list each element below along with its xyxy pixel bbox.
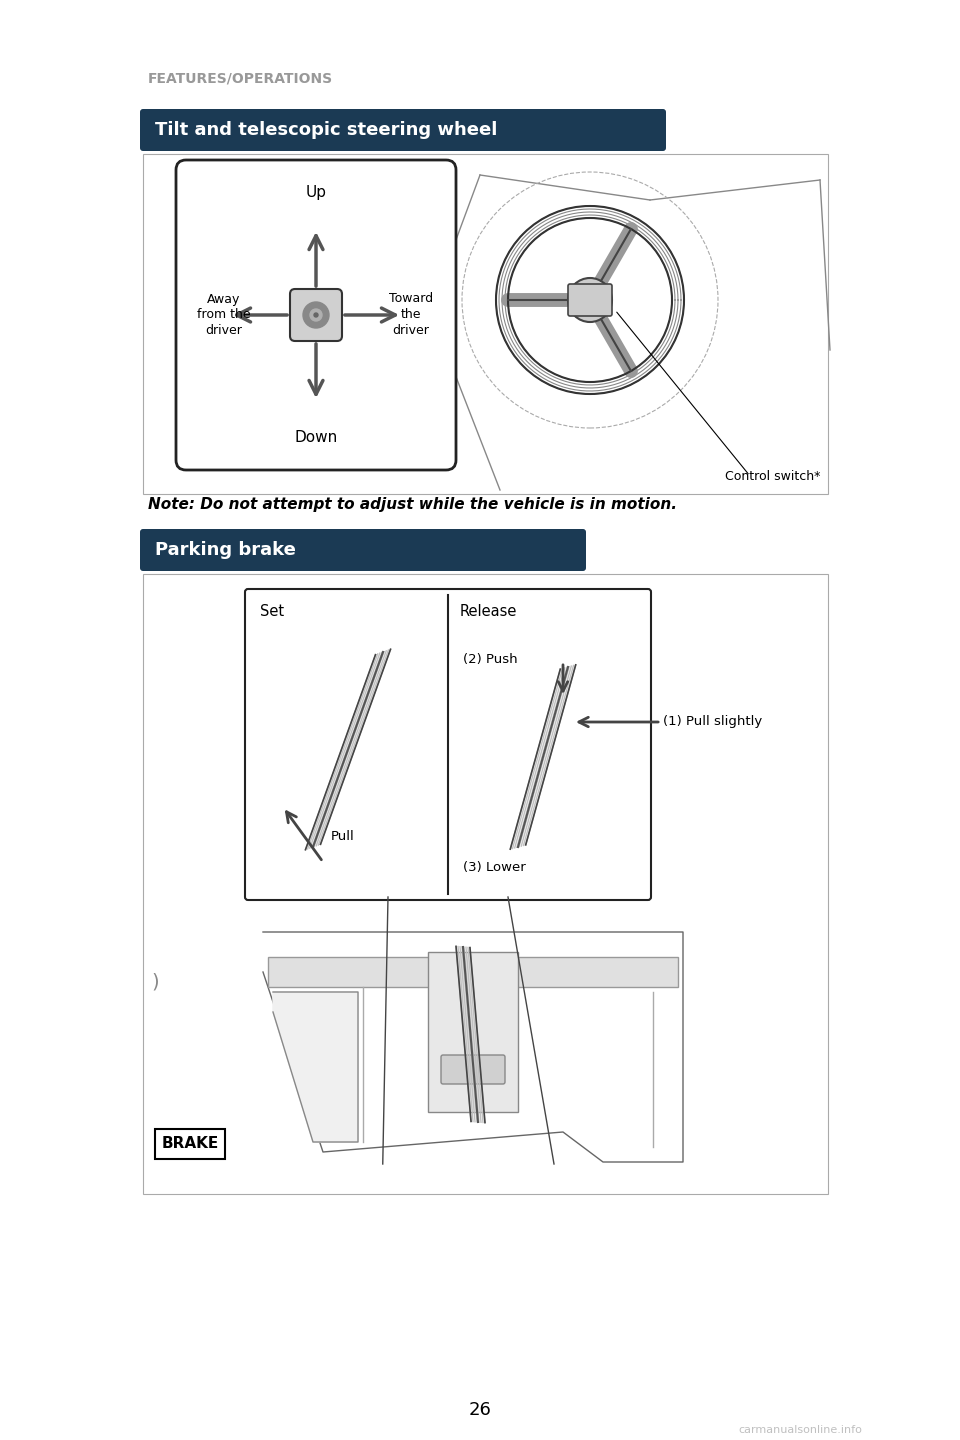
Text: carmanualsonline.info: carmanualsonline.info <box>738 1426 862 1436</box>
FancyBboxPatch shape <box>568 284 612 315</box>
Text: BRAKE: BRAKE <box>161 1136 219 1152</box>
Text: Toward
the
driver: Toward the driver <box>389 292 433 337</box>
Text: Set: Set <box>260 605 284 619</box>
Bar <box>428 952 518 1112</box>
Text: Release: Release <box>460 605 517 619</box>
Bar <box>143 154 828 494</box>
FancyBboxPatch shape <box>441 1056 505 1084</box>
Text: (3) Lower: (3) Lower <box>463 861 526 874</box>
Bar <box>268 958 678 986</box>
FancyBboxPatch shape <box>140 528 586 572</box>
Circle shape <box>310 310 322 321</box>
Bar <box>155 1129 225 1159</box>
Text: Pull: Pull <box>331 831 355 844</box>
FancyBboxPatch shape <box>245 589 651 900</box>
Polygon shape <box>273 992 358 1142</box>
Text: FEATURES/OPERATIONS: FEATURES/OPERATIONS <box>148 71 333 85</box>
FancyBboxPatch shape <box>176 160 456 469</box>
Circle shape <box>303 302 329 328</box>
Text: 26: 26 <box>468 1401 492 1418</box>
Text: (2) Push: (2) Push <box>463 654 517 667</box>
Text: Down: Down <box>295 431 338 445</box>
Bar <box>143 575 828 1194</box>
Text: Up: Up <box>305 184 326 200</box>
Text: Parking brake: Parking brake <box>155 541 296 559</box>
Circle shape <box>568 278 612 323</box>
Text: ): ) <box>151 972 158 992</box>
Text: Control switch*: Control switch* <box>725 469 820 482</box>
Text: Tilt and telescopic steering wheel: Tilt and telescopic steering wheel <box>155 121 497 140</box>
FancyBboxPatch shape <box>140 109 666 151</box>
Text: Note: Do not attempt to adjust while the vehicle is in motion.: Note: Do not attempt to adjust while the… <box>148 497 677 513</box>
Text: (1) Pull slightly: (1) Pull slightly <box>663 716 762 729</box>
FancyBboxPatch shape <box>290 289 342 341</box>
Circle shape <box>314 312 318 317</box>
Text: Away
from the
driver: Away from the driver <box>197 292 251 337</box>
